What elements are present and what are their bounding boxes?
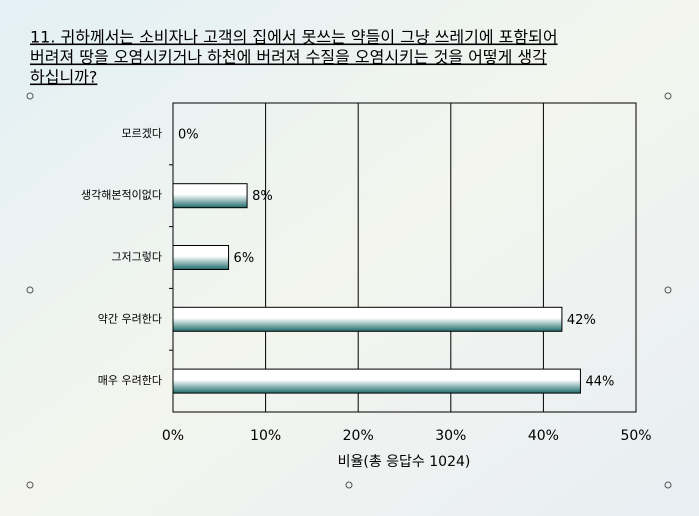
- bar: [172, 306, 563, 332]
- bar: [172, 245, 230, 270]
- y-tick-label: 매우 우려한다: [98, 374, 162, 387]
- value-label: 8%: [252, 189, 273, 204]
- bar: [172, 368, 581, 394]
- chart-title: 11. 귀하께서는 소비자나 고객의 집에서 못쓰는 약들이 그냥 쓰레기에 포…: [30, 28, 558, 47]
- x-tick-label: 30%: [435, 428, 466, 444]
- y-tick-label: 약간 우려한다: [98, 311, 162, 325]
- bar: [172, 183, 248, 209]
- x-tick-label: 10%: [250, 428, 281, 444]
- y-tick-label: 생각해본적이없다: [81, 188, 162, 202]
- x-tick-label: 50%: [620, 428, 651, 444]
- value-label: 0%: [178, 127, 199, 142]
- x-tick-label: 40%: [528, 428, 559, 444]
- x-axis-label: 비율(총 응답수 1024): [338, 454, 471, 470]
- chart-title: 하십니까?: [30, 68, 97, 87]
- value-label: 42%: [567, 313, 596, 328]
- decorations: [26, 92, 672, 489]
- y-tick-label: 그저그렇다: [111, 251, 162, 264]
- x-tick-label: 20%: [343, 428, 374, 444]
- y-tick-label: 모르겠다: [122, 127, 162, 140]
- value-label: 44%: [585, 375, 614, 390]
- x-tick-label: 0%: [162, 428, 184, 444]
- chart-title: 버려져 땅을 오염시키거나 하천에 버려져 수질을 오염시키는 것을 어떻게 생…: [30, 48, 547, 67]
- value-label: 6%: [234, 251, 255, 266]
